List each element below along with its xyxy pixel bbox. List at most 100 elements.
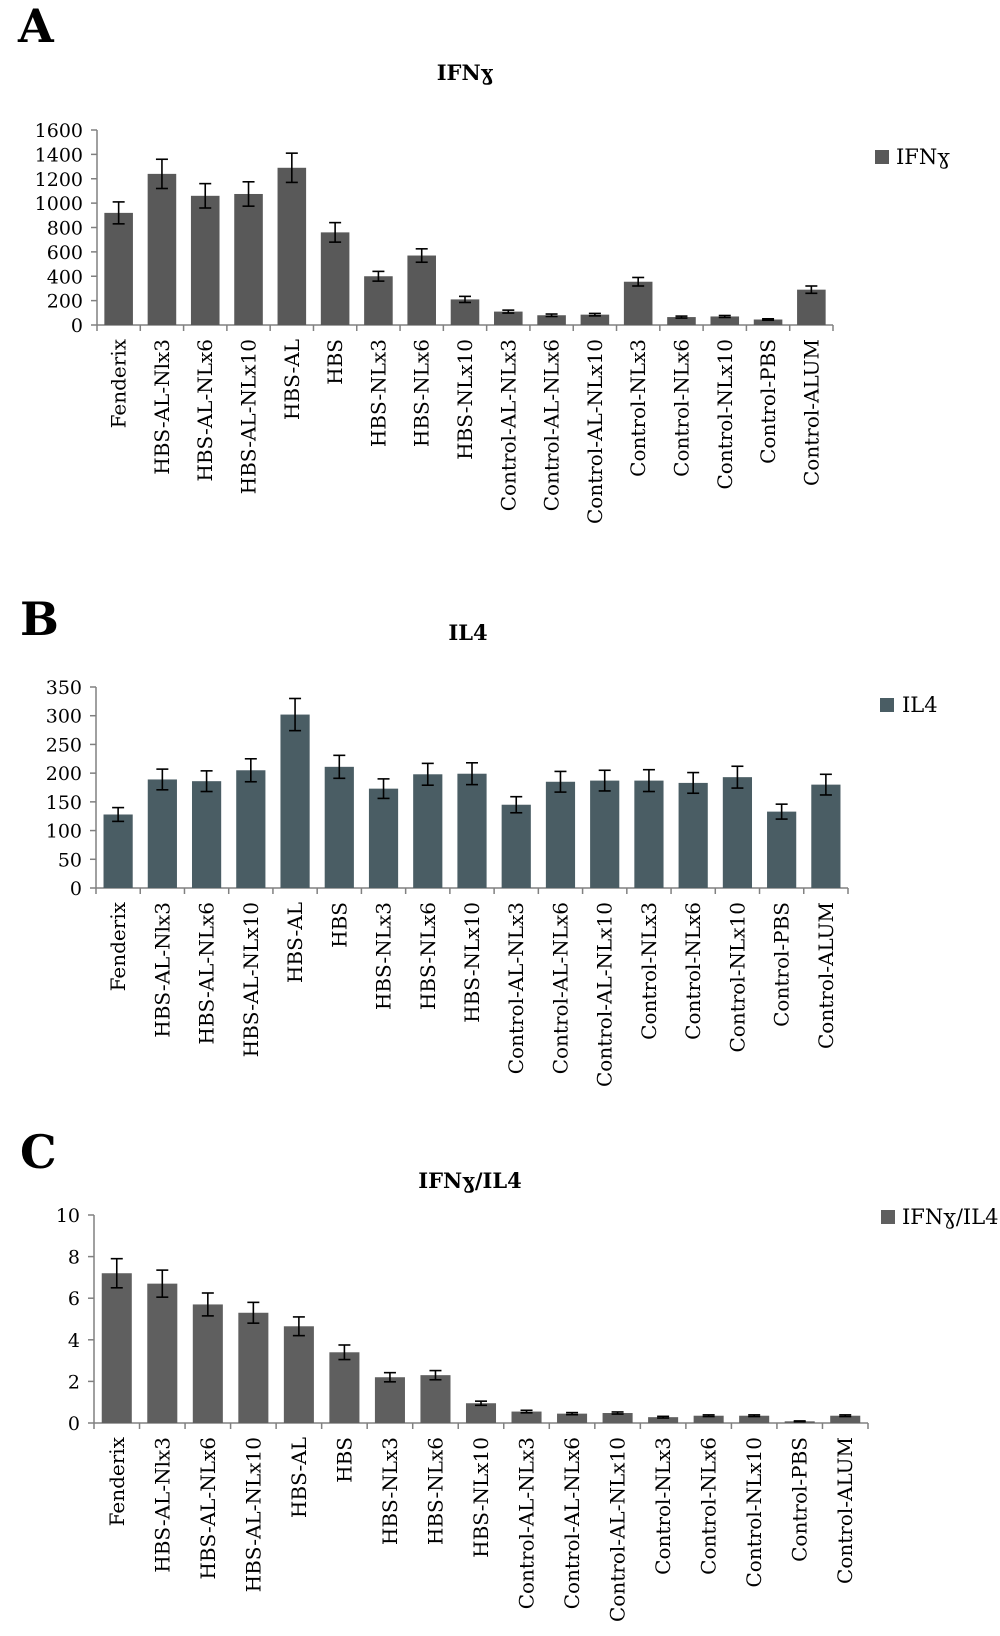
bar bbox=[190, 195, 220, 325]
y-tick-label: 0 bbox=[70, 878, 82, 900]
y-tick-label: 10 bbox=[56, 1205, 80, 1227]
x-category-label: Control-ALUM bbox=[814, 902, 838, 1049]
x-category-label: Fenderix bbox=[105, 1436, 129, 1526]
panel-b: B IL4 0 50 100 150 200 250 300 350 Fenderix HBS-AL-… bbox=[20, 592, 938, 1087]
bar bbox=[753, 319, 783, 325]
bar bbox=[602, 1413, 633, 1423]
x-category-label: HBS-AL-Nlx3 bbox=[150, 339, 174, 475]
bar bbox=[501, 804, 531, 888]
bar bbox=[280, 714, 310, 888]
bar bbox=[710, 316, 740, 325]
bar bbox=[767, 811, 797, 888]
x-category-label: Control-AL-NLx3 bbox=[504, 902, 528, 1074]
bar bbox=[797, 289, 826, 325]
y-tick-label: 400 bbox=[47, 266, 83, 288]
x-category-label: HBS-AL-NLx6 bbox=[196, 1437, 220, 1580]
chart-title: IL4 bbox=[448, 620, 487, 645]
x-category-label: Control-AL-NLx10 bbox=[606, 1437, 630, 1622]
bar bbox=[236, 770, 266, 888]
x-category-label: HBS-NLx10 bbox=[453, 339, 477, 460]
y-tick-label: 200 bbox=[47, 291, 83, 313]
y-tick-label: 0 bbox=[71, 315, 83, 337]
x-category-label: HBS-NLx3 bbox=[372, 902, 396, 1010]
x-category-label: Control-ALUM bbox=[833, 1437, 857, 1584]
bar bbox=[511, 1411, 542, 1423]
y-tick-label: 0 bbox=[68, 1413, 80, 1435]
bar bbox=[147, 779, 177, 888]
x-category-label: HBS-NLx10 bbox=[460, 902, 484, 1023]
x-category-label: Control-PBS bbox=[788, 1437, 812, 1562]
y-tick-label: 150 bbox=[46, 792, 82, 814]
bar bbox=[147, 173, 177, 325]
x-category-label: HBS-AL-NLx10 bbox=[239, 902, 263, 1057]
bar bbox=[590, 780, 620, 888]
y-tick-label: 1400 bbox=[35, 144, 83, 166]
y-tick-label: 50 bbox=[58, 849, 82, 871]
bar bbox=[103, 814, 133, 888]
y-tick-label: 1000 bbox=[35, 193, 83, 215]
bar bbox=[830, 1415, 861, 1423]
x-category-label: HBS-NLx6 bbox=[416, 902, 440, 1010]
legend-label: IFNɣ bbox=[896, 145, 950, 169]
x-category-label: Control-PBS bbox=[770, 902, 794, 1027]
bar bbox=[191, 781, 222, 888]
bar bbox=[545, 781, 576, 888]
bar bbox=[407, 255, 436, 325]
chart-title: IFNɣ bbox=[437, 60, 494, 85]
bar bbox=[634, 780, 664, 888]
bar bbox=[494, 311, 523, 325]
x-category-label: Control-NLx3 bbox=[651, 1437, 675, 1575]
x-category-label: Control-AL-NLx10 bbox=[583, 339, 607, 524]
y-tick-label: 8 bbox=[68, 1247, 80, 1269]
x-category-label: Control-AL-NLx10 bbox=[593, 902, 617, 1087]
x-category-label: HBS-AL-NLx10 bbox=[237, 339, 261, 494]
x-category-label: Control-NLx3 bbox=[637, 902, 661, 1040]
bar bbox=[739, 1415, 770, 1423]
bar bbox=[368, 788, 399, 888]
x-category-label: Control-NLx10 bbox=[742, 1437, 766, 1588]
x-category-label: HBS-AL bbox=[287, 1437, 311, 1518]
bar bbox=[450, 299, 480, 325]
bar bbox=[277, 167, 307, 325]
x-category-label: HBS-AL-Nlx3 bbox=[150, 902, 174, 1038]
y-tick-label: 800 bbox=[47, 218, 83, 240]
bar bbox=[648, 1417, 679, 1423]
bar bbox=[413, 774, 443, 888]
x-category-label: Control-NLx6 bbox=[681, 902, 705, 1040]
legend-swatch bbox=[880, 698, 894, 712]
bar bbox=[722, 777, 753, 888]
bar bbox=[283, 1326, 314, 1423]
x-category-label: Control-AL-NLx6 bbox=[540, 339, 564, 511]
bar bbox=[364, 276, 393, 325]
x-category-label: HBS-NLx3 bbox=[366, 339, 390, 447]
panel-c: C IFNɣ/IL4 0 2 4 6 8 10 Fenderix HBS-AL-Nlx3 HBS-A… bbox=[20, 1125, 999, 1622]
x-category-label: Control-NLx10 bbox=[725, 902, 749, 1053]
bar bbox=[329, 1352, 360, 1423]
legend-swatch bbox=[881, 1210, 895, 1224]
y-tick-label: 4 bbox=[68, 1330, 80, 1352]
x-category-label: Control-AL-NLx6 bbox=[560, 1437, 584, 1609]
x-category-label: HBS bbox=[327, 902, 351, 948]
y-tick-label: 200 bbox=[46, 763, 82, 785]
x-category-label: HBS-AL-NLx6 bbox=[193, 339, 217, 482]
legend-label: IFNɣ/IL4 bbox=[902, 1205, 999, 1229]
y-tick-label: 300 bbox=[46, 706, 82, 728]
panel-letter: C bbox=[20, 1125, 57, 1179]
y-tick-label: 600 bbox=[47, 242, 83, 264]
bar bbox=[557, 1413, 588, 1423]
y-tick-label: 6 bbox=[68, 1288, 80, 1310]
y-tick-label: 2 bbox=[68, 1371, 80, 1393]
y-tick-label: 100 bbox=[46, 821, 82, 843]
chart-title: IFNɣ/IL4 bbox=[418, 1168, 521, 1193]
y-tick-label: 1600 bbox=[35, 120, 83, 142]
x-category-label: Fenderix bbox=[106, 901, 130, 991]
bar bbox=[238, 1312, 269, 1423]
bar bbox=[537, 315, 566, 325]
bar bbox=[678, 782, 708, 888]
x-category-label: Control-NLx6 bbox=[669, 339, 693, 477]
bar bbox=[457, 773, 487, 888]
y-tick-label: 250 bbox=[46, 734, 82, 756]
y-tick-label: 350 bbox=[46, 677, 82, 699]
